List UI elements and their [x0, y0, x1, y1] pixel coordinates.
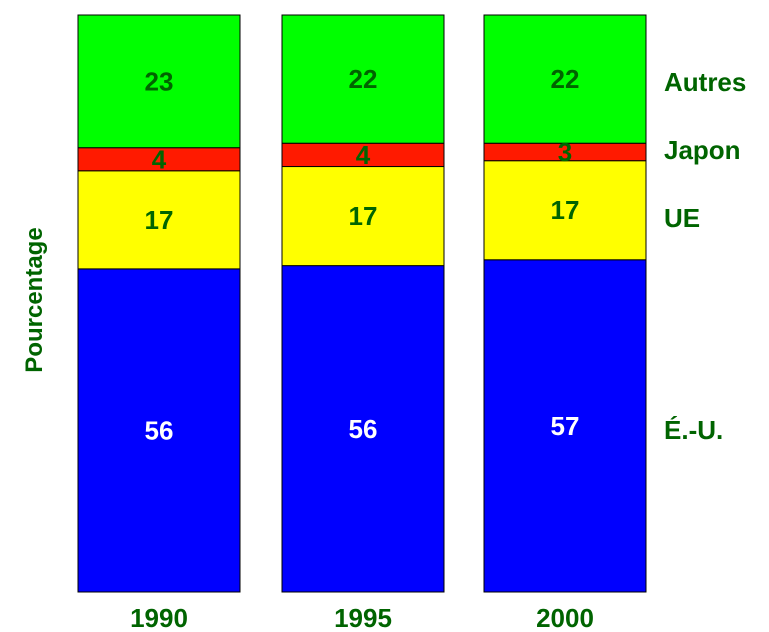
bar-segment-autres-1995	[281, 14, 445, 144]
bar-segment-e-u-2000	[483, 259, 647, 593]
legend-label-ue: UE	[664, 203, 700, 233]
data-label-e-u-2000: 57	[551, 411, 580, 441]
y-axis-label: Pourcentage	[21, 227, 48, 372]
bar-segment-e-u-1995	[281, 265, 445, 593]
data-label-ue-1995: 17	[349, 201, 378, 231]
data-label-ue-2000: 17	[551, 195, 580, 225]
legend-label-autres: Autres	[664, 67, 746, 97]
legend-label-e-u: É.-U.	[664, 415, 723, 445]
bar-segment-ue-2000	[483, 160, 647, 261]
x-tick-label-2000: 2000	[536, 603, 594, 632]
data-label-autres-1995: 22	[349, 64, 378, 94]
x-tick-labels-group: 1990 1995 2000	[130, 603, 594, 632]
bars-group	[77, 14, 647, 593]
x-tick-label-1990: 1990	[130, 603, 188, 632]
bar-segment-ue-1990	[77, 170, 241, 270]
bar-segment-autres-2000	[483, 14, 647, 144]
data-label-japon-1995: 4	[356, 140, 371, 170]
data-label-japon-2000: 3	[558, 137, 572, 167]
data-label-autres-2000: 22	[551, 64, 580, 94]
data-label-e-u-1990: 56	[145, 415, 174, 445]
data-label-ue-1990: 17	[145, 205, 174, 235]
x-tick-label-1995: 1995	[334, 603, 392, 632]
segment-labels-group: 56 17 4 23 56 17 4 22 57 17 3 22	[145, 64, 580, 445]
data-label-autres-1990: 23	[145, 66, 174, 96]
data-label-japon-1990: 4	[152, 144, 167, 174]
bar-segment-e-u-1990	[77, 268, 241, 593]
bar-segment-autres-1990	[77, 14, 241, 149]
legend-label-japon: Japon	[664, 135, 741, 165]
legend: É.-U. UE Japon Autres	[664, 67, 746, 445]
bar-segment-ue-1995	[281, 166, 445, 267]
data-label-e-u-1995: 56	[349, 414, 378, 444]
